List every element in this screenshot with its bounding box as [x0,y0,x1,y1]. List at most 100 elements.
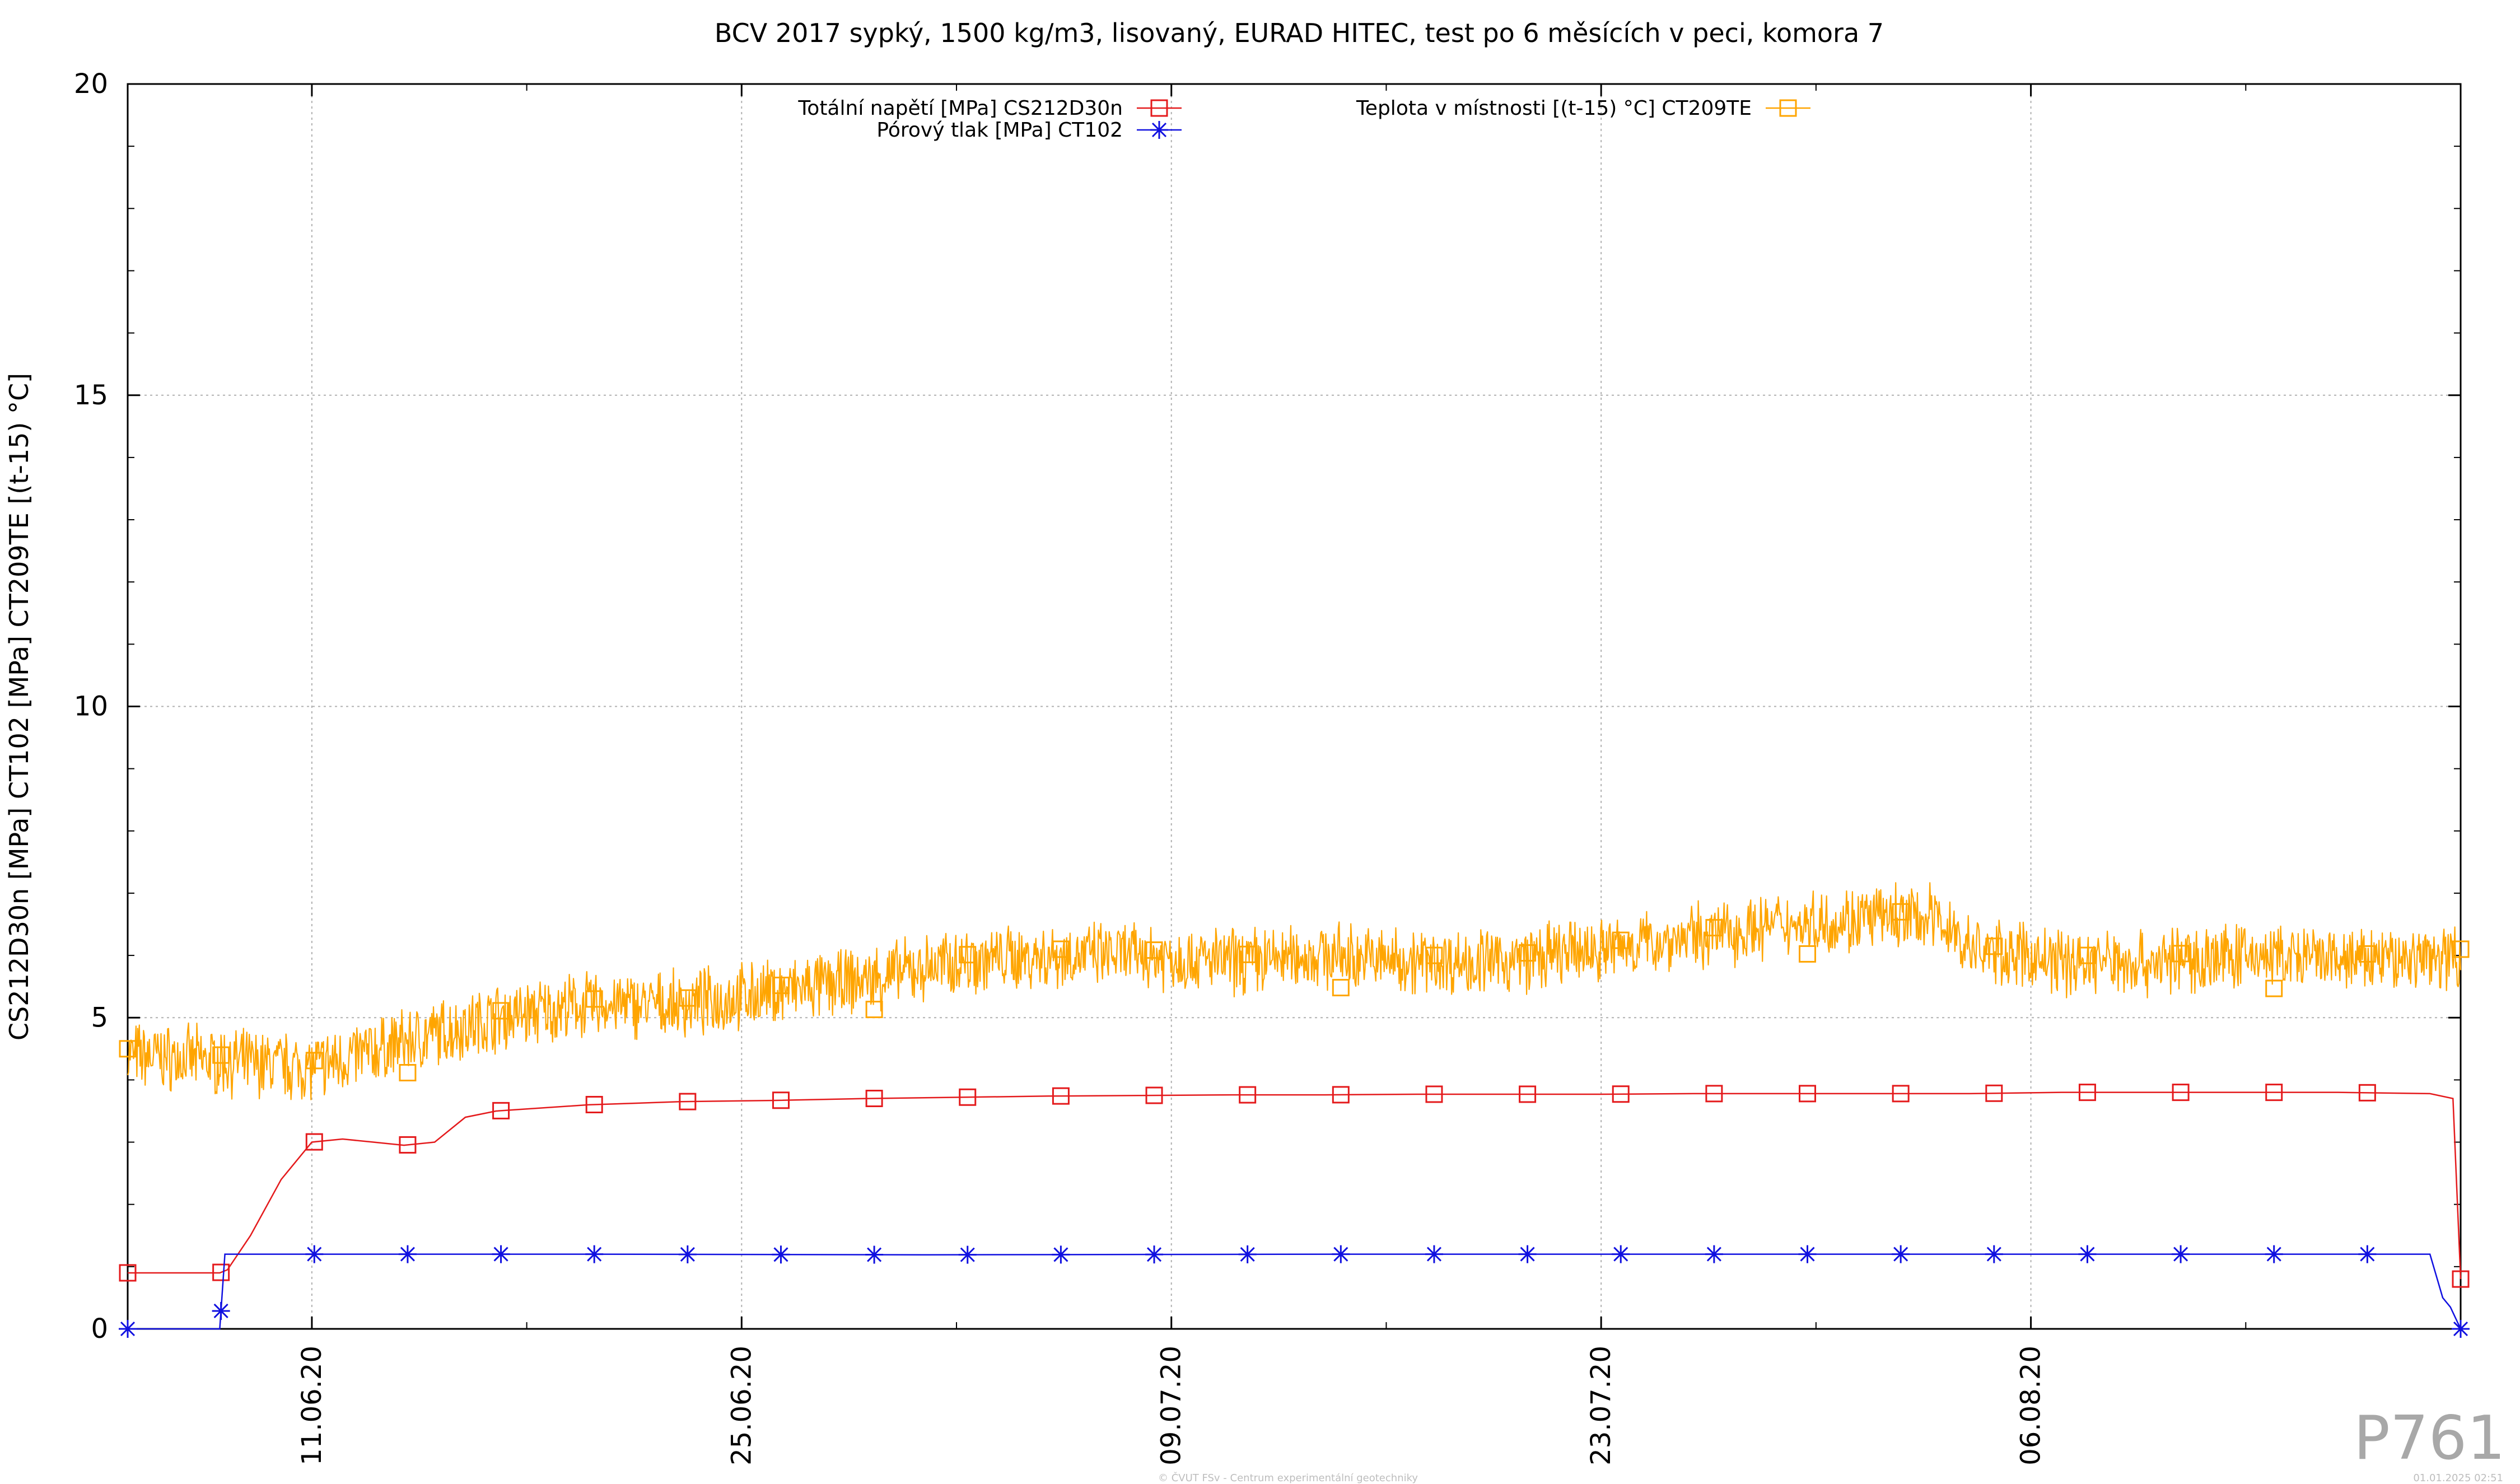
data-point [772,1091,790,1109]
marker-stroke [1893,1247,1908,1262]
data-point [958,1245,977,1264]
marker-stroke [773,1247,788,1262]
data-point [1985,1245,2003,1263]
legend-item: Totální napětí [MPa] CS212D30n [797,97,1182,120]
data-point [772,1245,790,1264]
data-point [2172,945,2190,963]
marker-stroke [120,1321,136,1337]
data-point [1518,1245,1537,1263]
data-point [1238,1245,1257,1263]
data-point [1612,1085,1630,1103]
data-point [212,1301,230,1320]
data-point [772,977,790,995]
marker-stroke [960,1247,975,1262]
data-point [305,1245,324,1263]
data-point [1799,1085,1817,1103]
series-line [127,882,2462,1100]
data-point [585,990,603,1008]
data-point [2358,1245,2377,1263]
data-point [1892,1085,1910,1103]
data-point [492,1245,510,1263]
data-point [1798,1245,1817,1263]
data-point [1332,1086,1350,1104]
data-point [1052,940,1070,958]
footer-copyright: © ČVUT FSv - Centrum experimentální geot… [1158,1472,1418,1484]
data-point [1799,945,1817,963]
data-point [119,1264,137,1282]
data-point [2265,1084,2283,1102]
y-axis-label: CS212D30n [MPa] CT102 [MPa] CT209TE [(t-… [4,373,34,1040]
data-point [1892,1245,1910,1263]
legend-swatch-marker [1150,99,1168,117]
data-point [399,1064,417,1082]
x-tick-labels: 11.06.20 25.06.20 09.07.20 23.07.20 06.08.20 [296,1346,2047,1466]
marker-stroke [587,1247,602,1262]
y-tick-label: 5 [91,1002,108,1033]
data-point [212,1046,230,1064]
data-point [585,1095,603,1113]
axis-ticks [128,83,2461,1330]
data-point [865,1245,884,1264]
marker-stroke [2173,1247,2188,1262]
x-tick-label: 11.06.20 [296,1346,328,1466]
marker-stroke [2266,1247,2281,1262]
marker-stroke [1053,1247,1068,1262]
data-point [119,1040,137,1058]
legend-label: Totální napětí [MPa] CS212D30n [797,97,1123,120]
data-point [1145,1245,1164,1264]
data-point [1332,979,1350,997]
data-point [1612,1245,1630,1263]
data-point [1892,903,1910,921]
series-line [128,1091,2462,1280]
marker-stroke [1986,1247,2001,1262]
y-tick-label: 15 [74,380,108,411]
data-point [1705,1245,1723,1263]
legend-item: Teplota v místnosti [(t-15) °C] CT209TE [1356,97,1810,120]
legend-swatch-marker [1779,99,1797,117]
series-layer [119,882,2470,1338]
footer-timestamp: 01.01.2025 02:51 [2413,1472,2503,1484]
data-point [2078,1245,2097,1263]
data-point [678,1245,697,1263]
data-point [865,1090,883,1108]
data-point [959,1088,977,1106]
marker-stroke [1146,1247,1162,1262]
data-point [1052,1087,1070,1105]
data-point [1985,1084,2003,1102]
marker-stroke [307,1247,322,1262]
marker-stroke [213,1303,228,1319]
legend-label: Teplota v místnosti [(t-15) °C] CT209TE [1356,97,1752,120]
data-point [1239,945,1257,963]
data-point [1239,1086,1257,1104]
y-tick-label: 0 [91,1313,108,1345]
marker-stroke [1800,1247,1815,1262]
data-point [1052,1245,1070,1264]
data-point [399,1136,417,1154]
data-point [2172,1245,2190,1263]
data-point [2265,979,2283,997]
marker-stroke [2360,1247,2375,1262]
data-point [1985,937,2003,955]
x-tick-label: 25.06.20 [726,1346,757,1466]
legend-label: Pórový tlak [MPa] CT102 [876,119,1123,142]
data-point [119,1320,137,1338]
marker-stroke [2080,1247,2095,1262]
legend-item: Pórový tlak [MPa] CT102 [876,119,1182,142]
data-point [2172,1084,2190,1102]
data-point [959,946,977,964]
data-point [305,1133,323,1151]
x-tick-label: 23.07.20 [1585,1346,1617,1466]
data-point [865,1001,883,1019]
chart-title: BCV 2017 sypký, 1500 kg/m3, lisovaný, EU… [715,18,1884,48]
data-point [2452,1320,2470,1338]
series-line [128,1253,2462,1330]
data-point [1332,1245,1350,1263]
data-point [1425,946,1443,964]
y-tick-label: 10 [74,691,108,722]
grid [128,84,2461,1329]
y-tick-labels: 0 5 10 15 20 [74,68,108,1345]
marker-stroke [1520,1247,1535,1262]
data-point [305,1052,323,1070]
